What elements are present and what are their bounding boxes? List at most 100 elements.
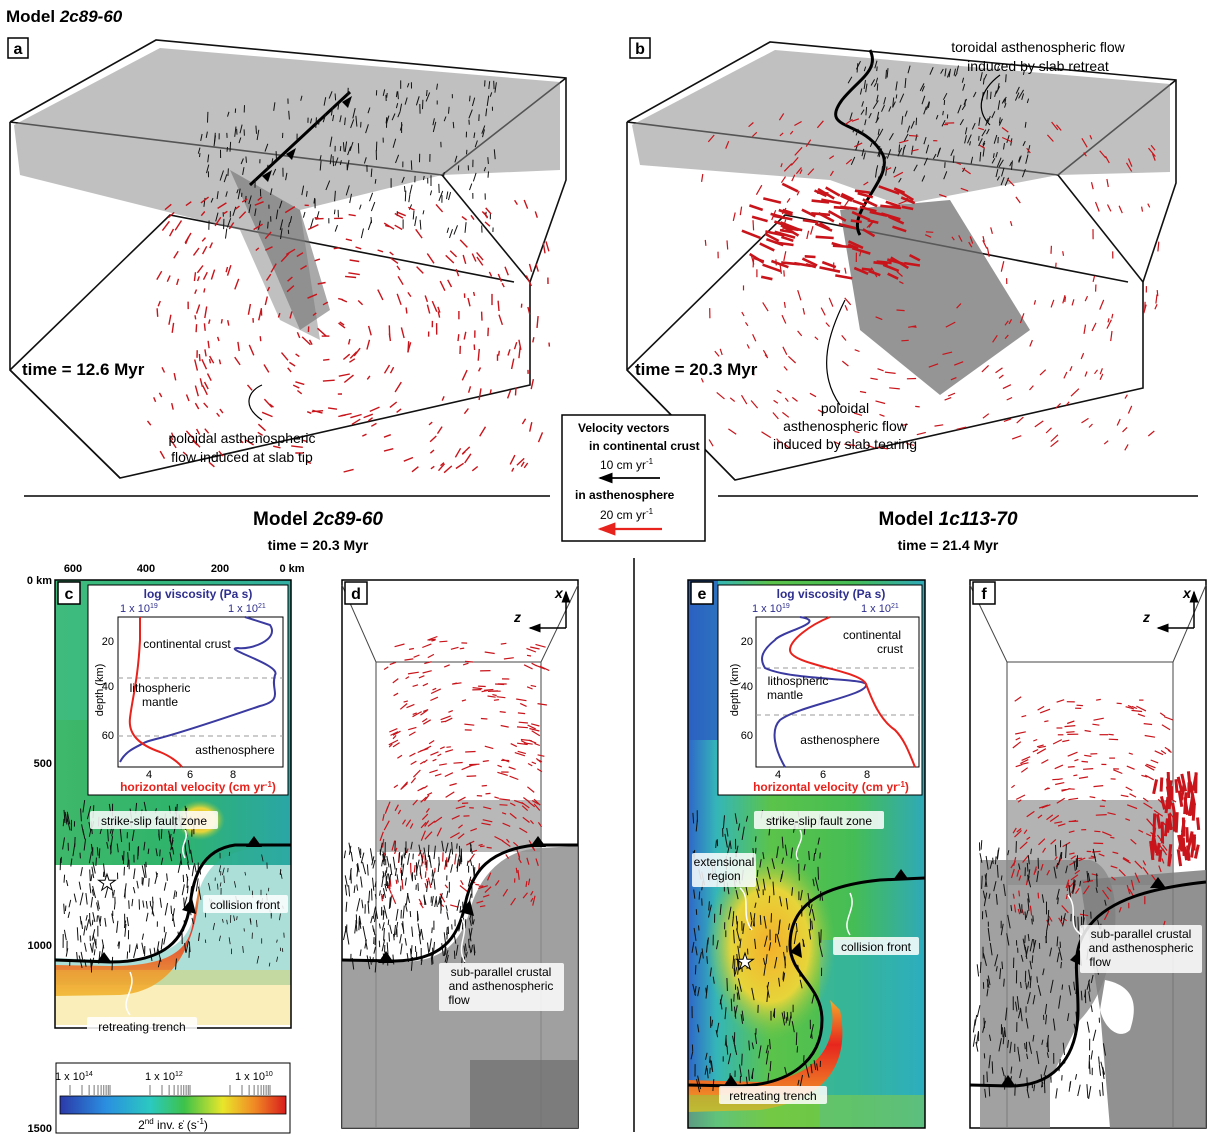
- velocity-vector: [788, 1015, 792, 1026]
- velocity-vector: [155, 848, 158, 857]
- velocity-vector: [404, 186, 406, 192]
- velocity-vector: [759, 915, 762, 925]
- velocity-vector: [1144, 774, 1154, 781]
- velocity-vector: [456, 843, 458, 849]
- velocity-vector: [441, 840, 444, 852]
- velocity-vector: [530, 684, 537, 688]
- velocity-vector: [737, 978, 742, 992]
- velocity-vector: [982, 148, 985, 157]
- velocity-vector: [1026, 147, 1031, 154]
- velocity-vector: [829, 170, 834, 177]
- velocity-vector: [343, 850, 346, 859]
- velocity-vector: [982, 140, 986, 146]
- velocity-vector: [1043, 1065, 1048, 1076]
- velocity-vector: [1044, 720, 1049, 723]
- velocity-vector: [986, 1071, 988, 1083]
- velocity-vector: [301, 439, 307, 443]
- velocity-vector: [367, 107, 371, 114]
- velocity-vector: [748, 1040, 750, 1051]
- panel-e-inset-ytick-40: 40: [741, 681, 753, 693]
- velocity-vector: [343, 468, 354, 473]
- velocity-vector: [862, 198, 878, 208]
- velocity-vector: [64, 811, 68, 825]
- velocity-vector: [143, 841, 146, 851]
- velocity-vector: [774, 956, 778, 969]
- velocity-vector: [468, 938, 470, 948]
- velocity-vector: [950, 149, 955, 157]
- velocity-vector: [416, 266, 424, 274]
- velocity-vector: [801, 257, 818, 267]
- velocity-vector: [422, 682, 429, 687]
- velocity-vector: [347, 146, 352, 156]
- left-time-heading: time = 20.3 Myr: [268, 537, 369, 553]
- velocity-vector: [362, 861, 367, 875]
- velocity-vector: [469, 95, 471, 102]
- velocity-vector: [782, 346, 788, 355]
- velocity-vector: [850, 219, 862, 224]
- velocity-vector: [346, 159, 350, 171]
- velocity-vector: [1050, 838, 1057, 845]
- colorbar-gradient: [59, 1095, 287, 1115]
- velocity-vector: [808, 904, 813, 916]
- velocity-vector: [1056, 797, 1066, 804]
- velocity-vector: [76, 927, 79, 941]
- velocity-vector: [517, 853, 521, 859]
- velocity-vector: [1187, 795, 1195, 817]
- velocity-vector: [773, 399, 779, 404]
- velocity-vector: [1058, 917, 1064, 926]
- velocity-vector: [755, 184, 763, 195]
- velocity-vector: [523, 199, 529, 209]
- velocity-vector: [1086, 870, 1089, 883]
- velocity-vector: [950, 377, 957, 381]
- velocity-vector: [404, 877, 407, 886]
- velocity-vector: [410, 871, 413, 880]
- velocity-vector: [476, 256, 484, 266]
- velocity-vector: [734, 813, 738, 824]
- velocity-vector: [817, 837, 820, 845]
- velocity-vector: [1026, 1089, 1030, 1099]
- velocity-vector: [818, 221, 830, 230]
- velocity-vector: [110, 836, 114, 850]
- velocity-vector: [300, 95, 303, 101]
- velocity-vector: [799, 979, 803, 989]
- panel-e: ★ e log viscosity (Pa s) 1 x 1019 1 x 10…: [687, 579, 926, 1129]
- velocity-vector: [146, 420, 152, 426]
- velocity-vector: [854, 430, 860, 434]
- velocity-vector: [177, 860, 182, 873]
- velocity-vector: [1172, 816, 1177, 832]
- velocity-vector: [776, 933, 781, 947]
- velocity-vector: [768, 942, 772, 951]
- velocity-vector: [986, 988, 989, 997]
- panel-d-trench-tooth: [378, 951, 394, 963]
- velocity-vector: [780, 873, 783, 882]
- velocity-vector: [82, 828, 86, 840]
- velocity-vector: [906, 125, 911, 133]
- velocity-vector: [296, 331, 301, 339]
- panel-c-collision-label: collision front: [210, 898, 281, 912]
- velocity-vector: [1018, 89, 1025, 99]
- velocity-vector: [124, 923, 127, 937]
- velocity-vector: [476, 251, 484, 261]
- velocity-vector: [396, 293, 402, 306]
- velocity-vector: [811, 993, 815, 1004]
- panel-b-bottom-leader: [826, 299, 846, 406]
- velocity-vector: [692, 812, 695, 824]
- velocity-vector: [239, 439, 244, 444]
- velocity-vector: [537, 821, 543, 828]
- panel-c-inset-bottom-title: horizontal velocity (cm yr-1): [120, 780, 276, 794]
- panel-c-layer-lithospheric: lithospheric: [130, 681, 191, 695]
- velocity-vector: [1034, 420, 1044, 428]
- velocity-vector: [435, 203, 444, 213]
- velocity-vector: [1083, 324, 1087, 334]
- velocity-vector: [1028, 969, 1031, 981]
- velocity-vector: [972, 1019, 976, 1033]
- velocity-vector: [469, 927, 473, 941]
- velocity-vector: [1158, 865, 1162, 873]
- velocity-vector: [501, 282, 505, 288]
- velocity-vector: [368, 890, 371, 903]
- velocity-vector: [159, 897, 162, 908]
- velocity-vector: [257, 431, 263, 436]
- velocity-vector: [208, 461, 215, 468]
- velocity-vector: [218, 450, 224, 457]
- velocity-vector: [1003, 143, 1005, 150]
